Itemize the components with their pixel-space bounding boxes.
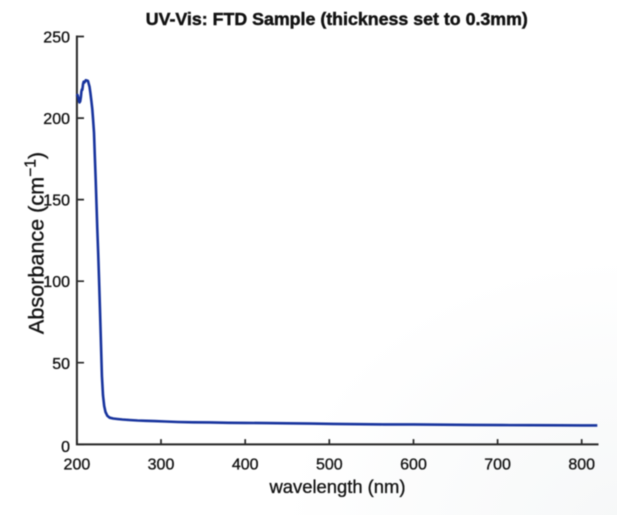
svg-text:200: 200 <box>64 457 91 474</box>
svg-text:UV-Vis: FTD Sample (thickness: UV-Vis: FTD Sample (thickness set to 0.3… <box>146 9 528 29</box>
svg-text:200: 200 <box>43 111 70 128</box>
svg-text:0: 0 <box>61 439 70 456</box>
svg-text:500: 500 <box>316 457 343 474</box>
svg-text:800: 800 <box>568 457 595 474</box>
svg-text:400: 400 <box>232 457 259 474</box>
svg-text:50: 50 <box>52 356 70 373</box>
svg-text:600: 600 <box>400 457 427 474</box>
svg-text:700: 700 <box>484 457 511 474</box>
svg-text:wavelength (nm): wavelength (nm) <box>269 476 406 497</box>
svg-text:150: 150 <box>43 193 70 210</box>
svg-text:250: 250 <box>43 29 70 46</box>
svg-text:300: 300 <box>148 457 175 474</box>
svg-text:Absorbance (cm−1): Absorbance (cm−1) <box>23 152 49 334</box>
svg-text:100: 100 <box>43 274 70 291</box>
